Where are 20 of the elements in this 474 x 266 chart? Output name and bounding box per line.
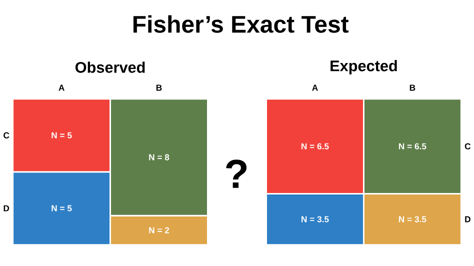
data-label: N = 3.5 <box>302 216 329 222</box>
series-label: D <box>465 216 470 222</box>
x-tick-label: B <box>156 84 162 91</box>
data-label: N = 6.5 <box>398 143 426 150</box>
data-label: N = 2 <box>149 227 170 234</box>
data-label: N = 5 <box>52 132 72 138</box>
data-label: N = 5 <box>52 205 72 212</box>
x-tick-label: A <box>312 84 318 91</box>
x-tick-label: B <box>410 84 416 91</box>
x-tick-label: A <box>58 84 64 91</box>
series-label: D <box>4 205 10 212</box>
chart-subtitle: Observed <box>75 62 145 73</box>
data-label: N = 6.5 <box>302 143 329 150</box>
data-label: N = 3.5 <box>398 216 426 222</box>
data-label: N = 8 <box>149 154 170 160</box>
series-label: C <box>464 143 471 150</box>
text: ? <box>226 160 247 188</box>
chart-title: Fisher’s Exact Test <box>133 15 349 33</box>
series-label: C <box>4 132 10 138</box>
chart-subtitle: Expected <box>330 60 397 74</box>
